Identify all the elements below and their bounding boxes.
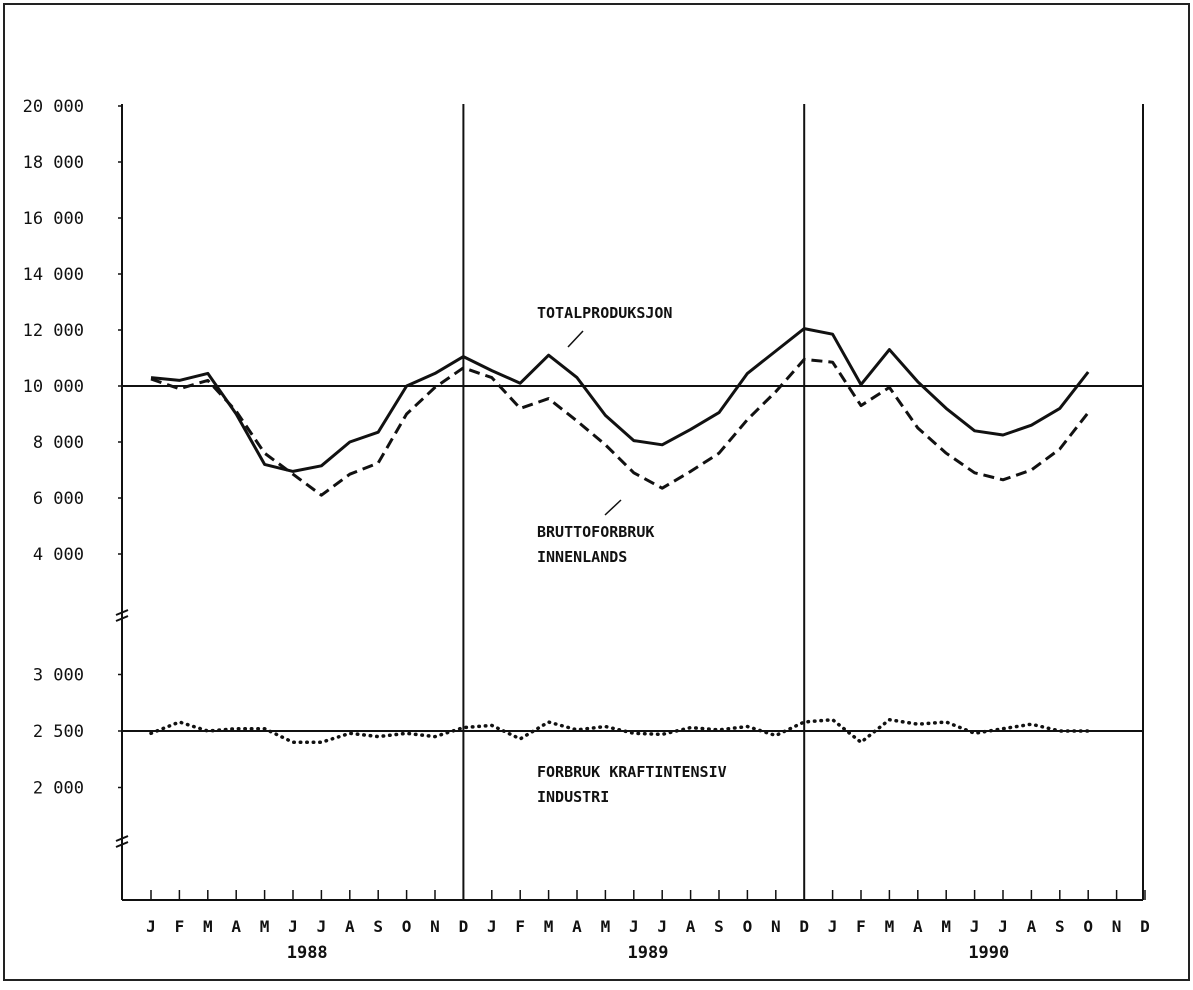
x-tick-label-12: J bbox=[487, 917, 497, 936]
axis-break-mark-1 bbox=[115, 609, 129, 622]
x-tick-label-18: J bbox=[657, 917, 667, 936]
x-tick-label-16: M bbox=[601, 917, 611, 936]
x-tick-label-9: O bbox=[402, 917, 412, 936]
x-tick-label-2: M bbox=[203, 917, 213, 936]
annotation-bruttoforbruk-line2: INNENLANDS bbox=[537, 548, 627, 566]
outer-frame bbox=[3, 3, 1190, 981]
x-tick-label-24: J bbox=[828, 917, 838, 936]
x-tick-label-15: A bbox=[572, 917, 582, 936]
x-tick-label-17: J bbox=[629, 917, 639, 936]
y-tick-label-upper-5: 14 000 bbox=[23, 265, 84, 285]
axis-break-mark-2 bbox=[115, 835, 129, 848]
annotation-bruttoforbruk-line1: BRUTTOFORBRUK bbox=[537, 523, 654, 541]
x-tick-label-7: A bbox=[345, 917, 355, 936]
y-tick-label-upper-3: 10 000 bbox=[23, 377, 84, 397]
x-tick-label-29: J bbox=[970, 917, 980, 936]
x-tick-label-27: A bbox=[913, 917, 923, 936]
y-tick-label-upper-8: 20 000 bbox=[23, 97, 84, 117]
x-tick-label-6: J bbox=[317, 917, 327, 936]
x-tick-label-30: J bbox=[998, 917, 1008, 936]
y-tick-label-upper-1: 6 000 bbox=[33, 489, 84, 509]
x-tick-label-4: M bbox=[260, 917, 270, 936]
x-tick-label-14: M bbox=[544, 917, 554, 936]
series-line-forbruk-kraftintensiv-industri bbox=[149, 717, 1090, 745]
annotation-totalproduksjon-pointer bbox=[567, 330, 584, 348]
annotation-kraftintensiv-line1: FORBRUK KRAFTINTENSIV bbox=[537, 763, 727, 781]
y-tick-label-upper-2: 8 000 bbox=[33, 433, 84, 453]
y-tick-label-upper-0: 4 000 bbox=[33, 545, 84, 565]
y-tick-label-lower-1: 2 500 bbox=[33, 722, 84, 742]
annotation-totalproduksjon: TOTALPRODUKSJON bbox=[537, 304, 672, 322]
y-tick-label-upper-6: 16 000 bbox=[23, 209, 84, 229]
x-tick-label-1: F bbox=[175, 917, 185, 936]
x-tick-label-31: A bbox=[1027, 917, 1037, 936]
x-tick-label-28: M bbox=[941, 917, 951, 936]
x-tick-label-3: A bbox=[231, 917, 241, 936]
year-label-1988: 1988 bbox=[287, 943, 328, 963]
x-tick-label-23: D bbox=[799, 917, 809, 936]
x-tick-label-11: D bbox=[459, 917, 469, 936]
x-tick-label-13: F bbox=[515, 917, 525, 936]
annotation-bruttoforbruk-pointer bbox=[604, 499, 622, 516]
x-tick-label-0: J bbox=[146, 917, 156, 936]
series-line-totalproduksjon bbox=[150, 327, 1090, 473]
y-tick-label-lower-2: 3 000 bbox=[33, 666, 84, 686]
y-tick-label-upper-4: 12 000 bbox=[23, 321, 84, 341]
x-tick-label-21: O bbox=[743, 917, 753, 936]
x-tick-label-34: N bbox=[1112, 917, 1122, 936]
x-tick-label-33: O bbox=[1083, 917, 1093, 936]
x-tick-label-20: S bbox=[714, 917, 724, 936]
x-tick-label-10: N bbox=[430, 917, 440, 936]
y-tick-label-upper-7: 18 000 bbox=[23, 153, 84, 173]
x-tick-label-8: S bbox=[373, 917, 383, 936]
year-label-1989: 1989 bbox=[628, 943, 669, 963]
series-line-bruttoforbruk-innenlands bbox=[150, 357, 1090, 497]
x-tick-label-5: J bbox=[288, 917, 298, 936]
annotation-kraftintensiv-line2: INDUSTRI bbox=[537, 788, 609, 806]
x-tick-label-26: M bbox=[885, 917, 895, 936]
x-tick-label-19: A bbox=[686, 917, 696, 936]
year-label-1990: 1990 bbox=[968, 943, 1009, 963]
y-tick-label-lower-0: 2 000 bbox=[33, 779, 84, 799]
x-tick-label-32: S bbox=[1055, 917, 1065, 936]
x-tick-label-25: F bbox=[856, 917, 866, 936]
x-tick-label-35: D bbox=[1140, 917, 1150, 936]
x-tick-label-22: N bbox=[771, 917, 781, 936]
